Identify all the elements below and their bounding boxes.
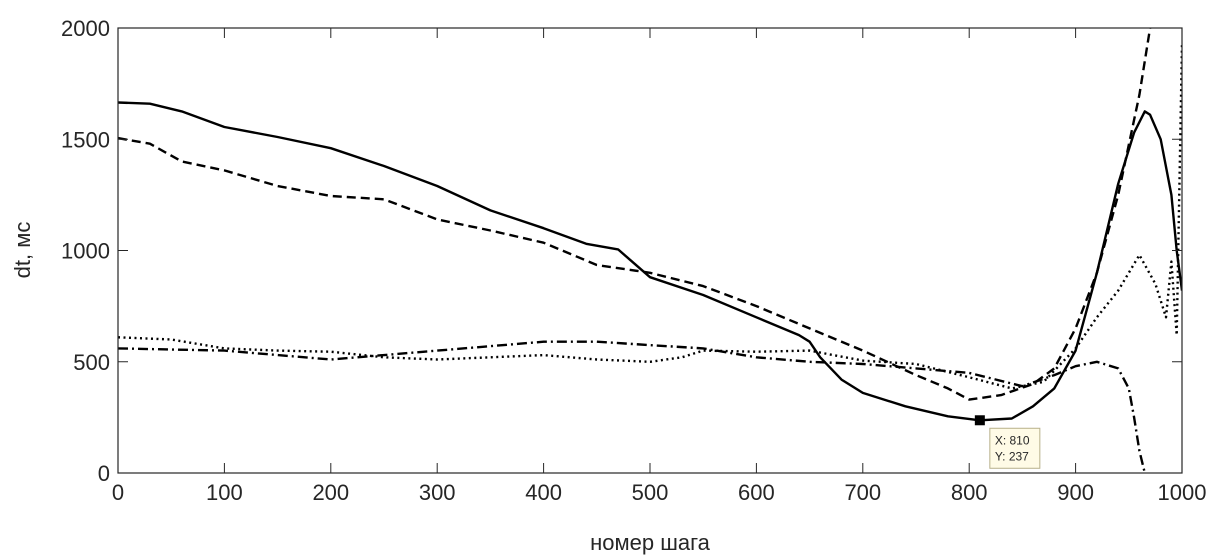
series-line-solid	[118, 101, 1182, 422]
x-tick-label: 900	[1057, 480, 1094, 505]
x-tick-label: 200	[312, 480, 349, 505]
y-axis-label: dt, мс	[10, 222, 35, 279]
datatip-box	[989, 427, 1041, 469]
x-tick-label: 700	[844, 480, 881, 505]
series-line-dashed	[118, 28, 1152, 401]
x-tick-label: 100	[206, 480, 243, 505]
y-tick-label: 0	[98, 461, 110, 486]
y-tick-label: 1500	[61, 127, 110, 152]
y-tick-label: 500	[73, 350, 110, 375]
plot-area	[118, 28, 1182, 473]
y-tick-label: 2000	[61, 16, 110, 41]
annotation-layer: X: 810 Y: 237	[974, 415, 1041, 469]
datatip-text: X: 810	[995, 433, 1030, 447]
series-layer	[118, 28, 1182, 473]
ticks-layer: 0 100 200 300 400 500 600 700 800 900 1000 0 500 1000…	[61, 16, 1206, 505]
x-tick-label: 0	[112, 480, 124, 505]
x-tick-label: 500	[632, 480, 669, 505]
x-tick-label: 300	[419, 480, 456, 505]
x-tick-label: 600	[738, 480, 775, 505]
series-line-dashdot	[118, 340, 1146, 473]
datatip-text: Y: 237	[995, 449, 1029, 463]
x-tick-label: 800	[951, 480, 988, 505]
x-tick-label: 1000	[1158, 480, 1207, 505]
y-tick-label: 1000	[61, 239, 110, 264]
x-tick-label: 400	[525, 480, 562, 505]
datatip-marker[interactable]	[974, 415, 985, 426]
x-axis-label: номер шага	[590, 530, 711, 555]
